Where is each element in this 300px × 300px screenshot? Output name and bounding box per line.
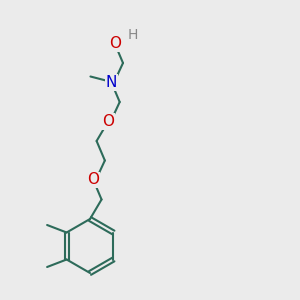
Text: O: O — [109, 36, 121, 51]
Text: N: N — [106, 75, 117, 90]
Text: O: O — [102, 114, 114, 129]
Text: H: H — [128, 28, 138, 41]
Text: O: O — [87, 172, 99, 188]
